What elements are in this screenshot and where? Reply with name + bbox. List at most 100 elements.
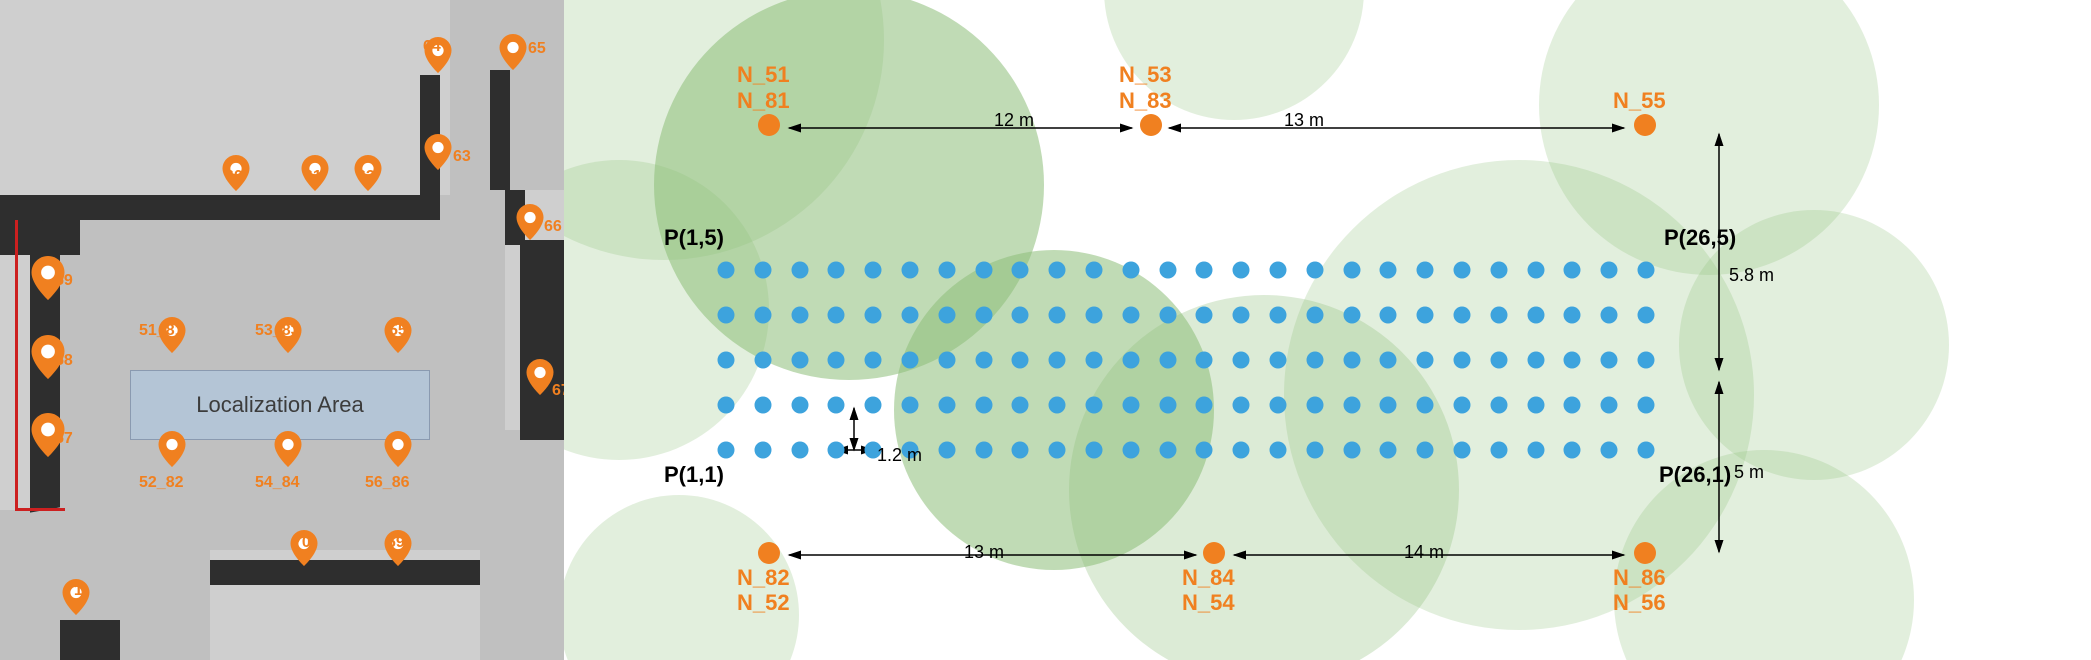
grid-point <box>791 397 808 414</box>
map-pin-icon <box>274 431 302 467</box>
grid-point <box>1343 262 1360 279</box>
anchor-node-label: N_84N_54 <box>1182 565 1235 616</box>
map-pin-label-60: 60 <box>225 168 243 186</box>
grid-point <box>1049 307 1066 324</box>
grid-point <box>754 307 771 324</box>
anchor-node <box>1140 114 1162 136</box>
map-pin-label-58: 58 <box>55 352 73 370</box>
schematic-panel: N_51N_81N_53N_83N_55N_82N_52N_84N_54N_86… <box>564 0 2091 660</box>
grid-point <box>1601 397 1618 414</box>
grid-point <box>1490 262 1507 279</box>
grid-point <box>865 397 882 414</box>
map-pin-label-71: 71 <box>65 582 83 600</box>
grid-point <box>1159 307 1176 324</box>
map-pin-label-61: 61 <box>304 168 322 186</box>
dimension-label: 12 m <box>994 110 1034 131</box>
map-pin-icon <box>526 359 554 395</box>
grid-point <box>1196 262 1213 279</box>
grid-point <box>1122 307 1139 324</box>
grid-point <box>1049 442 1066 459</box>
grid-point <box>1012 352 1029 369</box>
map-pin-label-55: 55 <box>389 322 407 340</box>
grid-point <box>1270 262 1287 279</box>
grid-point <box>1159 397 1176 414</box>
grid-point <box>1638 442 1655 459</box>
grid-point <box>1380 352 1397 369</box>
grid-point <box>1086 262 1103 279</box>
grid-point <box>1527 442 1544 459</box>
map-pin-label-57: 57 <box>55 430 73 448</box>
anchor-node <box>1203 542 1225 564</box>
grid-point <box>1012 307 1029 324</box>
map-pin-icon <box>158 431 186 467</box>
map-pin-65 <box>499 34 527 75</box>
grid-point <box>1049 352 1066 369</box>
grid-point <box>1122 262 1139 279</box>
map-pin-63 <box>424 134 452 175</box>
grid-point <box>754 442 771 459</box>
grid-point <box>718 352 735 369</box>
grid-point <box>1564 442 1581 459</box>
grid-point <box>1564 352 1581 369</box>
map-pin-label-70: 70 <box>293 534 311 552</box>
anchor-node <box>758 114 780 136</box>
grid-point <box>1306 352 1323 369</box>
grid-point <box>1196 397 1213 414</box>
grid-point <box>1380 307 1397 324</box>
anchor-node-label: N_86N_56 <box>1613 565 1666 616</box>
grid-point <box>1012 442 1029 459</box>
map-pin-label-59: 59 <box>55 272 73 290</box>
grid-point <box>1601 442 1618 459</box>
grid-point <box>975 442 992 459</box>
map-pin-label-66: 66 <box>544 218 562 236</box>
grid-point <box>1086 442 1103 459</box>
grid-point <box>1417 352 1434 369</box>
grid-point <box>865 352 882 369</box>
grid-point <box>1527 397 1544 414</box>
dimension-arrows <box>564 0 2091 660</box>
map-pin-56_86 <box>384 431 412 472</box>
grid-point <box>1638 352 1655 369</box>
map-pin-label-65: 65 <box>528 40 546 58</box>
grid-point <box>1454 307 1471 324</box>
dimension-label: 5 m <box>1734 462 1764 483</box>
grid-point <box>902 352 919 369</box>
grid-point <box>1380 442 1397 459</box>
grid-point <box>1049 397 1066 414</box>
grid-point <box>791 307 808 324</box>
grid-point <box>1196 307 1213 324</box>
map-pin-label-69: 69 <box>387 534 405 552</box>
map-3d-panel: Localization Area 64 65 60 61 62 63 66 5… <box>0 0 564 660</box>
dimension-label: 1.2 m <box>877 445 922 466</box>
map-pin-label-64: 64 <box>423 38 441 56</box>
dimension-label: 5.8 m <box>1729 265 1774 286</box>
map-pin-icon <box>499 34 527 70</box>
grid-point <box>865 262 882 279</box>
grid-point <box>1343 397 1360 414</box>
grid-point <box>1343 307 1360 324</box>
grid-point <box>902 262 919 279</box>
grid-corner-label: P(26,1) <box>1659 462 1731 488</box>
grid-point <box>791 442 808 459</box>
grid-point <box>718 262 735 279</box>
grid-point <box>754 262 771 279</box>
anchor-node <box>1634 542 1656 564</box>
grid-point <box>1454 442 1471 459</box>
grid-point <box>1086 352 1103 369</box>
grid-point <box>718 442 735 459</box>
grid-point <box>828 262 845 279</box>
grid-point <box>1454 397 1471 414</box>
grid-point <box>975 397 992 414</box>
grid-point <box>902 307 919 324</box>
map-pin-54_84 <box>274 431 302 472</box>
grid-point <box>1601 262 1618 279</box>
grid-point <box>1086 397 1103 414</box>
grid-point <box>1122 442 1139 459</box>
map-pin-label-67: 67 <box>552 382 564 400</box>
grid-corner-label: P(26,5) <box>1664 225 1736 251</box>
grid-point <box>1638 397 1655 414</box>
grid-point <box>1306 442 1323 459</box>
anchor-node <box>1634 114 1656 136</box>
grid-point <box>1638 262 1655 279</box>
grid-point <box>828 442 845 459</box>
